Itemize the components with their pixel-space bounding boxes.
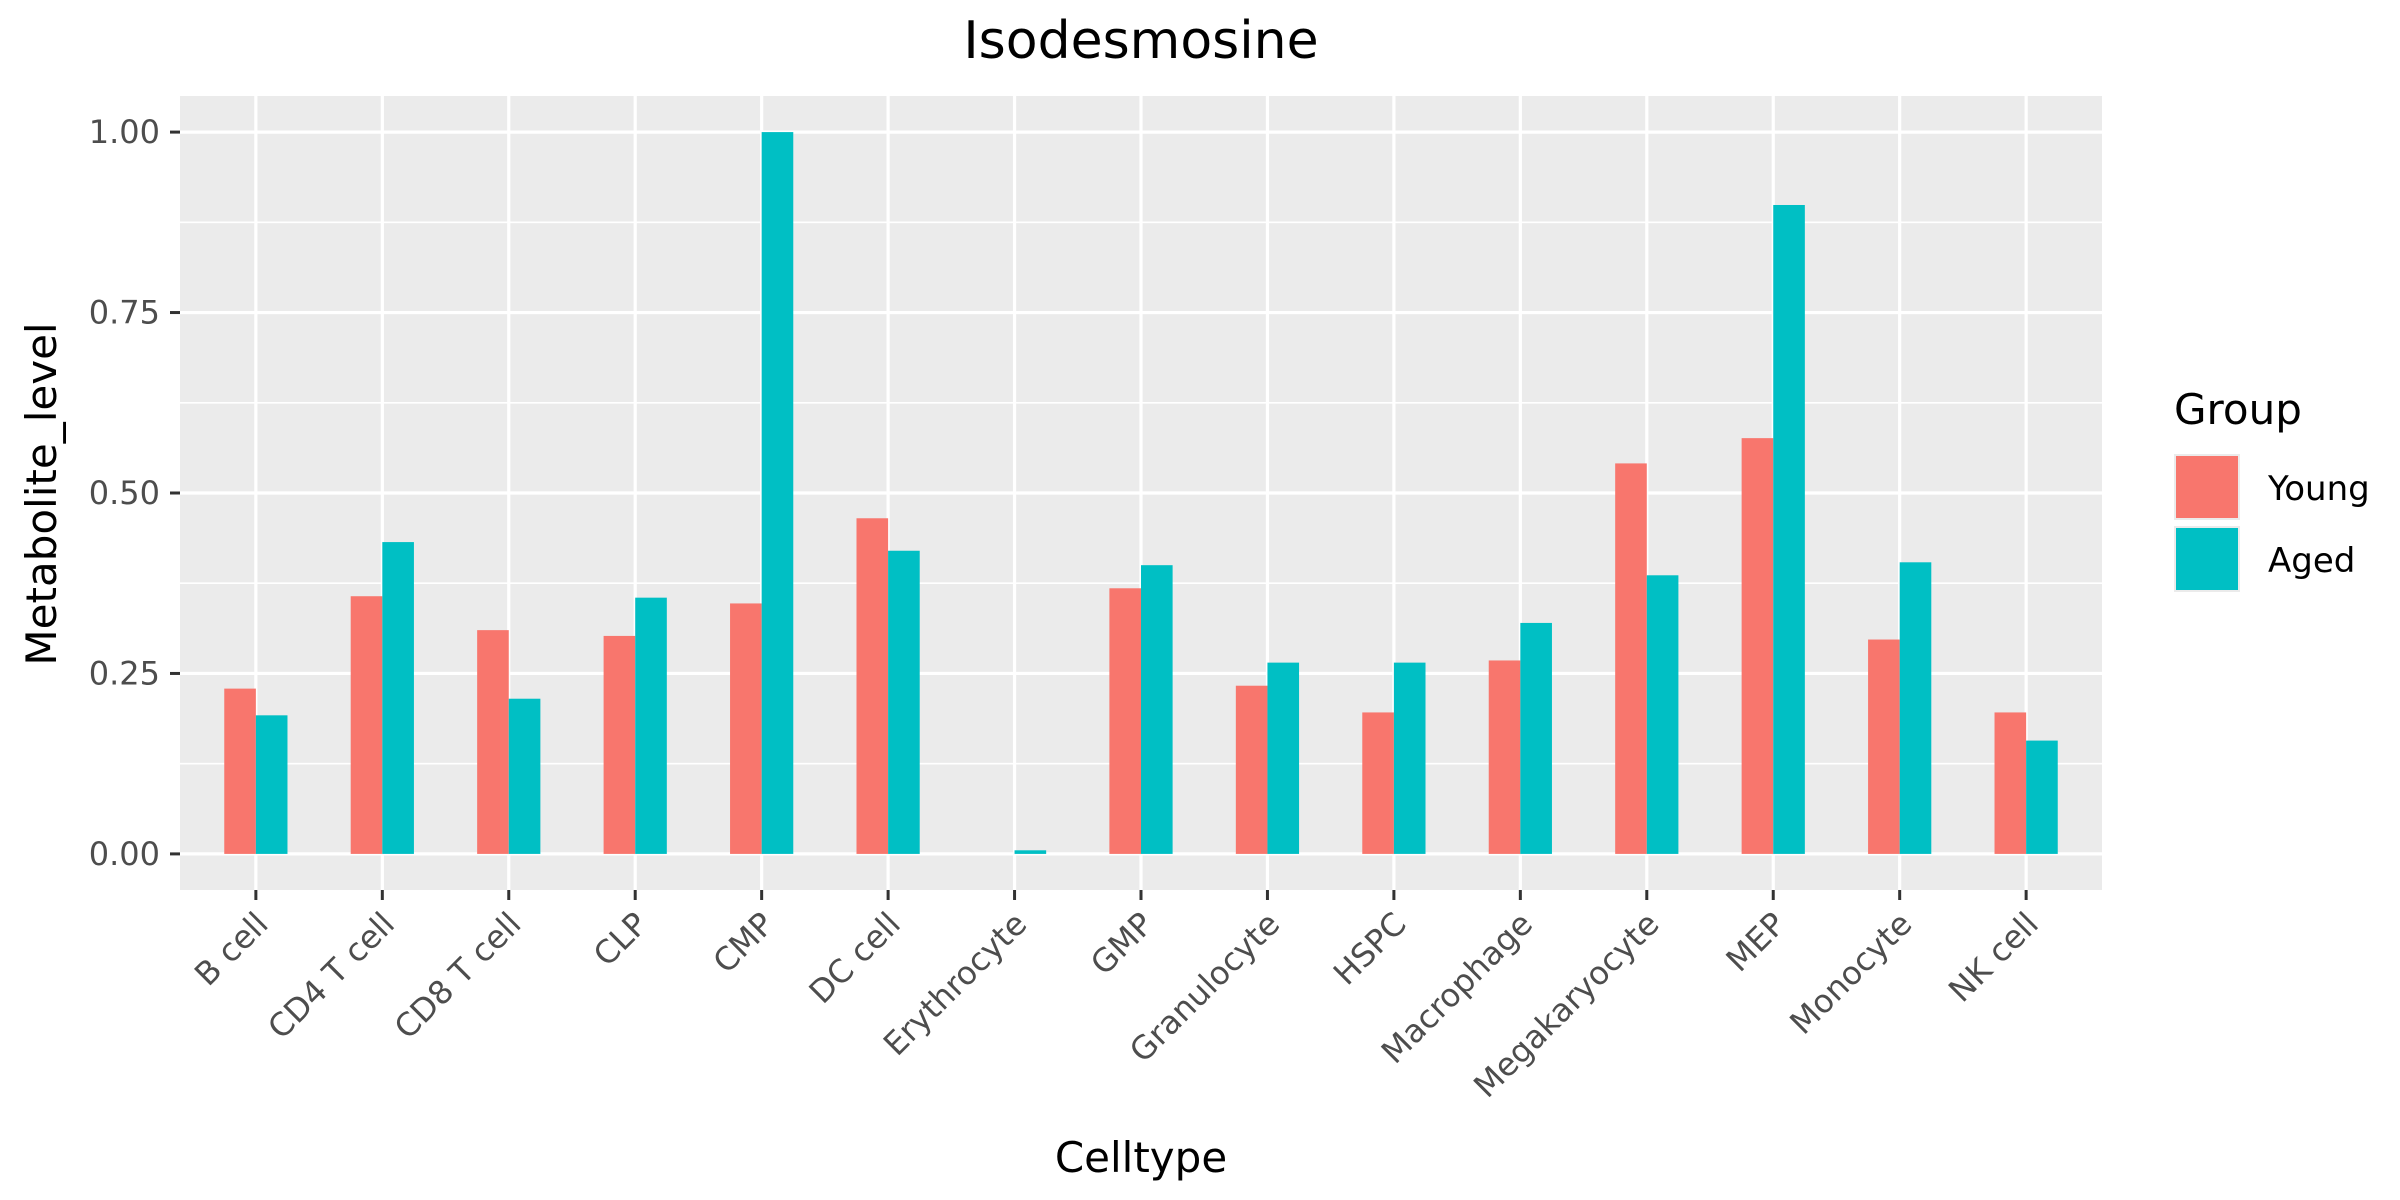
bar-aged-hspc: [1393, 662, 1426, 854]
y-tick-label: 0.00: [89, 835, 160, 873]
bar-aged-b-cell: [255, 715, 288, 854]
x-tick-label: MEP: [1719, 905, 1793, 979]
x-axis-title: Celltype: [1055, 1133, 1227, 1182]
legend-swatch-young: [2176, 456, 2238, 518]
x-tick-label: HSPC: [1326, 905, 1414, 993]
bar-aged-cmp: [761, 132, 794, 854]
bar-young-granulocyte: [1235, 685, 1268, 854]
x-tick-label: CLP: [586, 905, 655, 974]
bar-young-nk-cell: [1994, 712, 2027, 854]
bar-young-dc-cell: [856, 518, 889, 854]
x-tick-label: CMP: [705, 905, 781, 981]
bar-young-macrophage: [1488, 660, 1521, 854]
y-tick-label: 0.25: [89, 654, 160, 692]
y-axis-title: Metabolite_level: [17, 322, 66, 665]
bar-aged-granulocyte: [1267, 662, 1300, 854]
y-axis: 0.00 0.25 0.50 0.75 1.00: [89, 113, 180, 873]
legend-label-aged: Aged: [2268, 541, 2355, 581]
x-tick-label: B cell: [187, 905, 276, 994]
bar-aged-nk-cell: [2026, 740, 2058, 854]
bar-aged-mep: [1773, 204, 1805, 854]
bar-aged-macrophage: [1520, 622, 1552, 854]
bar-aged-clp: [635, 597, 667, 854]
bar-young-clp: [603, 635, 636, 854]
x-tick-label: CD4 T cell: [260, 905, 402, 1047]
x-tick-label: CD8 T cell: [387, 905, 529, 1047]
bar-young-monocyte: [1868, 639, 1900, 854]
x-tick-label: GMP: [1083, 905, 1161, 983]
legend-label-young: Young: [2267, 469, 2370, 509]
bar-young-hspc: [1362, 712, 1394, 854]
chart-title: Isodesmosine: [963, 11, 1318, 71]
bar-aged-gmp: [1141, 565, 1173, 854]
bar-young-mep: [1741, 438, 1774, 854]
legend: Group Young Aged: [2174, 385, 2370, 592]
x-tick-label: Monocyte: [1782, 905, 1919, 1042]
legend-swatch-aged: [2176, 528, 2238, 590]
bar-aged-megakaryocyte: [1646, 575, 1679, 854]
y-tick-label: 1.00: [89, 113, 160, 151]
bar-aged-monocyte: [1899, 562, 1932, 854]
bar-young-cd4-t-cell: [350, 596, 383, 854]
bar-young-cmp: [730, 603, 762, 854]
bar-young-gmp: [1109, 588, 1141, 854]
x-tick-label: DC cell: [802, 905, 908, 1011]
bar-young-cd8-t-cell: [477, 630, 509, 854]
bar-aged-erythrocyte: [1014, 850, 1047, 854]
bar-aged-cd8-t-cell: [508, 698, 541, 854]
bar-aged-cd4-t-cell: [382, 542, 414, 854]
bars: [224, 132, 2058, 854]
bar-young-b-cell: [224, 688, 256, 854]
bar-young-megakaryocyte: [1615, 463, 1647, 854]
legend-title: Group: [2174, 385, 2302, 434]
y-tick-label: 0.50: [89, 474, 160, 512]
x-tick-label: NK cell: [1941, 905, 2046, 1010]
bar-aged-dc-cell: [888, 550, 920, 854]
y-tick-label: 0.75: [89, 294, 160, 332]
